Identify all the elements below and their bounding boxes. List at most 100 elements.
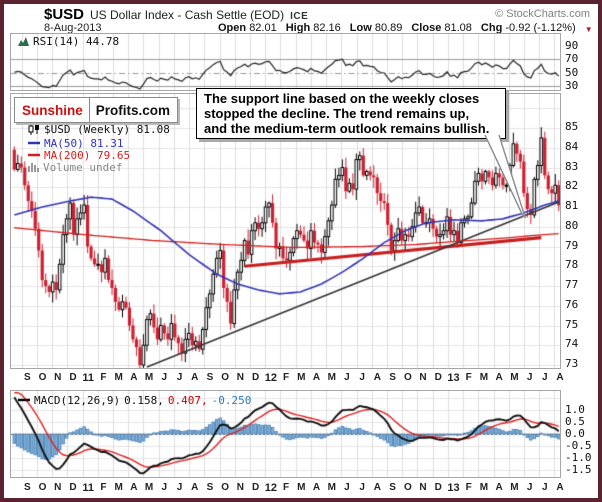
- month-label: N: [236, 372, 245, 383]
- month-label: S: [389, 372, 396, 383]
- month-label: F: [465, 372, 472, 383]
- month-label: J: [526, 372, 533, 383]
- month-label: D: [434, 482, 442, 493]
- macd-line-icon: [18, 398, 30, 402]
- y-axis-label: 81: [565, 199, 579, 212]
- month-label: M: [479, 482, 489, 493]
- ma50-line-icon: [28, 141, 40, 145]
- month-label: M: [297, 482, 306, 493]
- macd-timeline-axis: S O N D 11 F M A M J J A S O N D 12 F M A M J J A S O N D 13 F M A M J J A: [4, 481, 598, 495]
- price-timeline-axis: S O N D 11 F M A M J J A S O N D 12 F M A M J J A S O N D 13 F M A M J J A: [4, 371, 598, 385]
- month-label: S: [23, 482, 31, 493]
- sunshine-profits-logo: Sunshine Profits.com: [14, 97, 179, 123]
- chart-header: $USD US Dollar Index - Cash Settle (EOD)…: [44, 6, 308, 23]
- month-label: J: [542, 372, 548, 383]
- year-label: 12: [264, 372, 277, 384]
- month-label: J: [359, 372, 365, 383]
- month-label: M: [510, 372, 519, 383]
- y-axis-label: 74: [565, 337, 579, 351]
- month-label: N: [54, 372, 62, 383]
- month-label: F: [100, 482, 107, 493]
- month-label: D: [69, 372, 77, 383]
- y-axis-label: 0.0: [565, 427, 585, 440]
- price-legend-volume: Volume undef: [43, 160, 123, 174]
- month-label: A: [312, 372, 321, 383]
- year-label: 11: [82, 372, 95, 384]
- month-label: O: [221, 372, 230, 383]
- logo-part1: Sunshine: [22, 102, 83, 118]
- price-legend-ma200: MA(200) 79.65: [44, 148, 131, 162]
- rsi-legend: RSI(14) 44.78: [18, 34, 120, 48]
- month-label: S: [23, 372, 31, 383]
- month-label: N: [419, 482, 427, 493]
- month-label: J: [542, 482, 548, 493]
- month-label: F: [465, 482, 472, 493]
- month-label: F: [283, 482, 290, 493]
- y-axis-label: 30: [565, 79, 579, 93]
- month-label: A: [191, 482, 199, 493]
- y-axis-label: 50: [565, 65, 579, 79]
- rsi-legend-label: RSI(14) 44.78: [33, 34, 120, 48]
- candlestick-icon: [28, 123, 39, 135]
- month-label: A: [373, 482, 382, 493]
- y-axis-label: 85: [565, 120, 579, 133]
- month-label: M: [297, 372, 306, 383]
- month-label: M: [144, 372, 154, 383]
- month-label: M: [114, 372, 123, 383]
- month-label: N: [419, 372, 427, 383]
- y-axis-label: -0.5: [565, 439, 592, 452]
- month-label: S: [389, 482, 396, 493]
- month-label: J: [526, 482, 533, 493]
- macd-legend: MACD(12,26,9) 0.158, 0.407, -0.250: [18, 393, 251, 407]
- chg-label: Chg: [480, 22, 503, 34]
- y-axis-label: -1.5: [565, 463, 592, 476]
- high-value: 82.16: [313, 22, 341, 34]
- close-label: Close: [411, 22, 442, 34]
- y-axis-label: 90: [565, 39, 579, 52]
- annotation-line-3: and the medium-term outlook remains bull…: [204, 121, 490, 136]
- month-label: M: [510, 482, 519, 493]
- month-label: M: [479, 372, 489, 383]
- y-axis-label: 76: [565, 297, 579, 311]
- y-axis-label: 80: [565, 218, 579, 232]
- month-label: N: [54, 482, 62, 493]
- symbol-title: $USD: [44, 6, 85, 23]
- month-label: A: [495, 482, 503, 493]
- open-label: Open: [218, 22, 247, 34]
- month-label: S: [206, 372, 214, 383]
- month-label: J: [161, 372, 168, 383]
- y-axis-label: 79: [565, 238, 579, 252]
- macd-chart-canvas: [11, 391, 560, 477]
- chart-title: US Dollar Index - Cash Settle (EOD): [90, 8, 285, 22]
- month-label: D: [252, 482, 260, 493]
- y-axis-label: 1.0: [565, 403, 585, 416]
- y-axis-label: -1.0: [565, 451, 592, 464]
- rsi-indicator-icon: [18, 36, 29, 46]
- month-label: J: [344, 372, 350, 383]
- year-label: 12: [264, 482, 277, 494]
- month-label: A: [130, 482, 138, 493]
- high-label: High: [285, 22, 311, 34]
- price-legend-ma200-row: MA(200) 79.65: [28, 148, 131, 162]
- month-label: S: [206, 482, 214, 493]
- logo-divider: [88, 98, 90, 122]
- annotation-line-2: stopped the decline. The trend remains u…: [204, 106, 470, 121]
- month-label: A: [191, 372, 199, 383]
- chg-value: -0.92 (-1.12%): [505, 22, 576, 34]
- y-axis-label: 70: [565, 52, 579, 66]
- price-legend-ma50-row: MA(50) 81.31: [28, 137, 123, 150]
- open-value: 82.01: [249, 22, 277, 34]
- month-label: J: [176, 372, 183, 383]
- month-label: N: [236, 482, 245, 493]
- month-label: A: [556, 482, 564, 493]
- macd-value: 0.158,: [124, 393, 164, 407]
- rsi-panel: [10, 33, 561, 91]
- year-label: 13: [447, 372, 460, 384]
- y-axis-label: 82: [565, 179, 579, 193]
- month-label: O: [38, 372, 47, 383]
- price-panel: [10, 93, 561, 369]
- price-legend-symbol-row: $USD (Weekly) 81.08: [28, 123, 170, 136]
- y-axis-label: 0.5: [565, 415, 585, 428]
- close-value: 81.08: [444, 22, 472, 34]
- price-chart-canvas: [11, 94, 560, 368]
